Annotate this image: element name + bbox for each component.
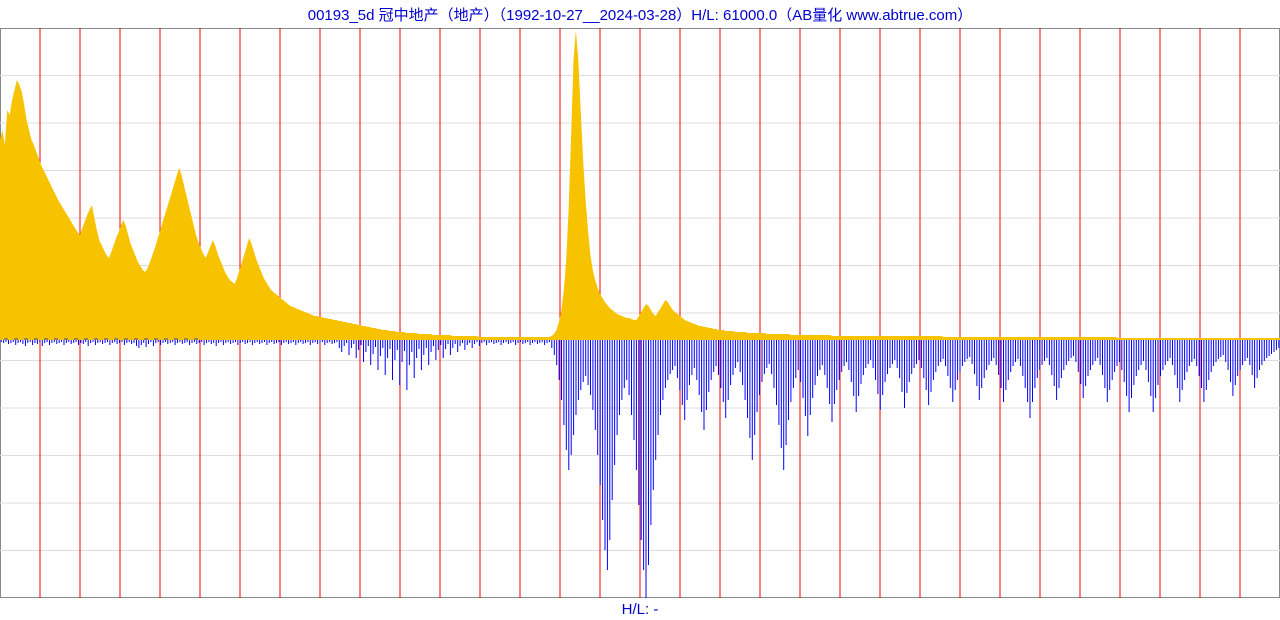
chart-canvas <box>0 0 1280 620</box>
chart-footer: H/L: - <box>0 601 1280 618</box>
stock-chart: 00193_5d 冠中地产（地产）（1992-10-27__2024-03-28… <box>0 0 1280 620</box>
